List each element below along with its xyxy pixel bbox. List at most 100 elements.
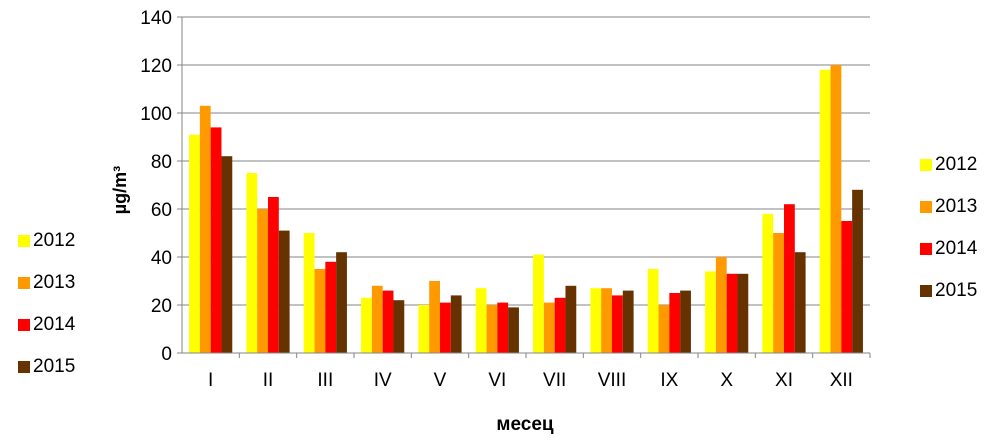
bar-2012-IX	[647, 269, 659, 353]
bar-2015-IV	[393, 300, 405, 353]
bars	[189, 65, 863, 354]
legend-swatch	[18, 361, 30, 373]
x-tick-label: I	[208, 370, 213, 391]
bar-2013-VI	[486, 305, 498, 353]
x-axis-label: месец	[496, 414, 554, 435]
legend-label: 2013	[33, 272, 76, 293]
x-tick-label: VIII	[598, 370, 627, 391]
legend-swatch	[920, 243, 932, 255]
bar-2014-V	[440, 302, 451, 353]
legend-swatch	[920, 285, 932, 297]
legend-item-2012: 2012	[18, 230, 75, 252]
legend-label: 2012	[33, 230, 76, 251]
bar-2015-IX	[680, 290, 691, 353]
legend-left: 2012 2013 2014 2015	[18, 230, 75, 398]
bar-2014-VIII	[612, 295, 623, 353]
bar-2014-X	[726, 273, 738, 353]
bar-2014-II	[268, 197, 279, 353]
y-tick-label: 0	[161, 344, 172, 365]
bar-2013-XII	[830, 65, 842, 353]
bar-2015-VII	[565, 285, 577, 353]
bar-2013-X	[715, 257, 727, 353]
bar-2012-XII	[819, 69, 831, 354]
bar-2015-V	[450, 295, 462, 353]
y-tick-label: 20	[151, 296, 172, 317]
x-tick-label: VII	[543, 370, 566, 391]
legend-item-2013: 2013	[920, 196, 977, 218]
legend-item-2013: 2013	[18, 272, 75, 294]
x-tick-labels: I II III IV V VI VII VIII IX X XI XII	[208, 370, 853, 391]
legend-item-2014: 2014	[920, 238, 977, 260]
bar-2013-I	[199, 105, 211, 353]
bar-2014-I	[210, 127, 222, 354]
legend-swatch	[18, 235, 30, 247]
bar-2012-II	[246, 173, 258, 353]
y-tick-label: 140	[140, 8, 172, 29]
x-tick-label: XI	[775, 370, 793, 391]
legend-swatch	[920, 159, 932, 171]
x-tick-label: II	[263, 370, 274, 391]
bar-2014-XII	[841, 221, 853, 353]
bar-2014-XI	[784, 204, 795, 353]
bar-2013-IX	[658, 305, 670, 353]
bar-2013-IV	[371, 285, 383, 353]
x-tick-label: VI	[488, 370, 506, 391]
bar-2014-VII	[554, 297, 566, 353]
legend-label: 2014	[935, 238, 978, 259]
x-tick-label: XII	[830, 370, 853, 391]
legend-swatch	[920, 201, 932, 213]
legend-swatch	[18, 319, 30, 331]
bar-2015-XII	[852, 189, 863, 353]
bar-2013-II	[257, 209, 268, 353]
y-tick-label: 60	[151, 200, 172, 221]
y-tick-label: 80	[151, 152, 172, 173]
bar-2015-I	[221, 156, 233, 353]
bar-2012-IV	[361, 297, 372, 353]
bar-2012-VIII	[590, 288, 602, 353]
bar-2015-III	[336, 252, 347, 353]
bar-2012-VI	[475, 288, 487, 353]
bar-2012-III	[303, 233, 315, 353]
bar-2012-X	[705, 271, 716, 353]
legend-label: 2013	[935, 196, 978, 217]
legend-swatch	[18, 277, 30, 289]
bar-2013-VII	[543, 302, 555, 353]
legend-label: 2014	[33, 314, 76, 335]
legend-right: 2012 2013 2014 2015	[920, 154, 977, 322]
bar-2015-VI	[508, 307, 519, 353]
x-tick-label: X	[720, 370, 733, 391]
y-axis-label: µg/m³	[110, 166, 130, 214]
y-tick-labels: 0 20 40 60 80 100 120 140	[140, 8, 172, 365]
bar-2015-XI	[794, 252, 806, 353]
x-tick-label: III	[317, 370, 333, 391]
legend-label: 2015	[33, 356, 76, 377]
y-tick-label: 100	[140, 104, 172, 125]
bar-2012-V	[418, 305, 430, 353]
bar-2014-IV	[382, 290, 394, 353]
bar-2014-IX	[669, 293, 681, 353]
bar-2012-XI	[762, 213, 774, 353]
legend-item-2015: 2015	[18, 356, 75, 378]
bar-2012-VII	[533, 254, 544, 353]
x-tick-label: IX	[660, 370, 678, 391]
grid-lines	[177, 16, 871, 358]
bar-2013-III	[314, 269, 326, 353]
bar-2014-VI	[497, 302, 509, 353]
y-tick-label: 120	[140, 56, 172, 77]
bar-2013-XI	[773, 233, 784, 353]
bar-2015-II	[278, 230, 290, 353]
x-tick-label: V	[434, 370, 447, 391]
bar-2015-X	[737, 273, 749, 353]
legend-label: 2012	[935, 154, 978, 175]
bar-2013-V	[429, 281, 440, 353]
x-tick-label: IV	[374, 370, 392, 391]
bar-2015-VIII	[622, 290, 634, 353]
legend-item-2012: 2012	[920, 154, 977, 176]
legend-label: 2015	[935, 280, 978, 301]
legend-item-2015: 2015	[920, 280, 977, 302]
legend-item-2014: 2014	[18, 314, 75, 336]
bar-2012-I	[189, 134, 200, 353]
bar-2013-VIII	[601, 288, 612, 353]
y-tick-label: 40	[151, 248, 172, 269]
